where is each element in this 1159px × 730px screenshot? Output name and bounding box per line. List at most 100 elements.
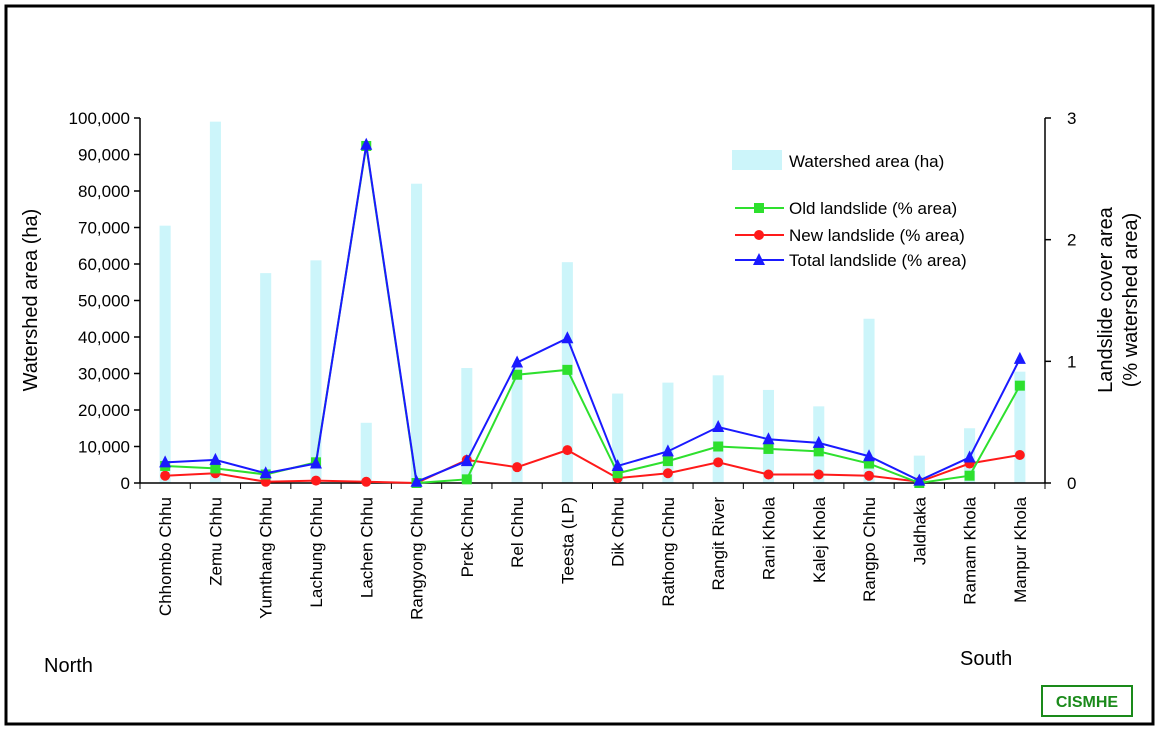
category-label-8: Teesta (LP) <box>558 497 577 584</box>
category-label-11: Rangit River <box>709 497 728 591</box>
series-1-marker-14 <box>864 470 875 481</box>
series-2-marker-12 <box>762 432 775 445</box>
series-0-marker-10 <box>662 456 673 467</box>
axes-layer: 0 10,000 20,000 30,000 40,000 50,000 60,000 70,… <box>69 109 1077 620</box>
category-label-10: Rathong Chhu <box>659 497 678 607</box>
series-2-marker-8 <box>561 331 574 344</box>
bar-17 <box>1014 371 1026 483</box>
series-1-marker-0 <box>160 470 171 481</box>
left-tick-label-7: 70,000 <box>78 219 130 238</box>
right-tick-label-2: 2 <box>1067 231 1076 250</box>
right-axis-title-line2: (% watershed area) <box>1120 213 1142 388</box>
left-axis-title: Watershed area (ha) <box>20 209 42 392</box>
legend-label-watershed: Watershed area (ha) <box>789 152 944 171</box>
bar-4 <box>360 422 372 483</box>
series-0-marker-12 <box>763 443 774 454</box>
left-tick-label-1: 10,000 <box>78 438 130 457</box>
bar-1 <box>209 121 221 484</box>
series-1-marker-12 <box>763 469 774 480</box>
series-2-marker-14 <box>863 449 876 462</box>
series-0-marker-11 <box>713 441 724 452</box>
category-label-14: Rangpo Chhu <box>860 497 879 602</box>
series-2-marker-11 <box>712 420 725 433</box>
series-1-marker-7 <box>512 462 523 473</box>
category-label-3: Lachung Chhu <box>307 497 326 608</box>
bar-9 <box>612 393 624 483</box>
category-label-1: Zemu Chhu <box>206 497 225 586</box>
category-label-4: Lachen Chhu <box>357 497 376 598</box>
left-tick-label-9: 90,000 <box>78 146 130 165</box>
series-0-marker-9 <box>612 468 623 479</box>
right-axis-title-line1: Landslide cover area <box>1095 206 1117 393</box>
series-1-marker-13 <box>813 469 824 480</box>
series-2-marker-1 <box>209 452 222 465</box>
left-tick-label-3: 30,000 <box>78 365 130 384</box>
category-label-2: Yumthang Chhu <box>257 497 276 619</box>
bar-15 <box>913 455 925 483</box>
category-label-17: Manpur Khola <box>1011 496 1030 602</box>
left-tick-label-8: 80,000 <box>78 182 130 201</box>
left-tick-label-0: 0 <box>121 474 130 493</box>
cismhe-badge: CISMHE <box>1041 685 1133 717</box>
series-0-marker-8 <box>562 364 573 375</box>
series-2-marker-9 <box>611 458 624 471</box>
series-2-marker-6 <box>460 454 473 467</box>
category-label-12: Rani Khola <box>759 496 778 580</box>
series-2-marker-2 <box>259 466 272 479</box>
right-tick-label-0: 0 <box>1067 474 1076 493</box>
series-line-0 <box>165 145 1021 485</box>
right-tick-label-3: 3 <box>1067 109 1076 128</box>
category-label-7: Rel Chhu <box>508 497 527 568</box>
series-0-marker-13 <box>813 446 824 457</box>
category-label-9: Dik Chhu <box>609 497 628 567</box>
lines-layer <box>159 137 1026 488</box>
north-label: North <box>44 655 93 677</box>
bar-7 <box>511 368 523 483</box>
series-2-marker-4 <box>360 137 373 150</box>
legend-marker-0 <box>754 203 764 213</box>
series-1-marker-8 <box>562 445 573 456</box>
legend-marker-2 <box>753 253 765 265</box>
bar-3 <box>310 260 322 483</box>
bar-10 <box>662 382 674 483</box>
left-tick-label-2: 20,000 <box>78 401 130 420</box>
category-label-16: Ramam Khola <box>961 496 980 604</box>
bar-2 <box>260 273 272 483</box>
series-2-marker-13 <box>812 435 825 448</box>
left-tick-label-10: 100,000 <box>69 109 130 128</box>
series-0-marker-17 <box>1014 380 1025 391</box>
legend-label-0: Old landslide (% area) <box>789 199 957 218</box>
category-label-6: Prek Chhu <box>458 497 477 577</box>
legend-label-2: Total landslide (% area) <box>789 251 967 270</box>
legend-marker-1 <box>754 230 764 240</box>
series-line-2 <box>165 144 1021 484</box>
series-0-marker-1 <box>210 463 221 474</box>
category-label-0: Chhombo Chhu <box>156 497 175 616</box>
bar-6 <box>461 368 473 483</box>
bar-14 <box>863 318 875 483</box>
series-2-marker-17 <box>1013 351 1026 364</box>
left-tick-label-6: 60,000 <box>78 255 130 274</box>
legend-swatch-watershed <box>732 150 782 170</box>
legend-label-1: New landslide (% area) <box>789 226 965 245</box>
series-1-marker-10 <box>662 468 673 479</box>
bar-0 <box>159 225 171 484</box>
south-label: South <box>960 648 1012 670</box>
series-1-marker-17 <box>1014 450 1025 461</box>
right-tick-label-1: 1 <box>1067 352 1076 371</box>
series-2-marker-10 <box>661 444 674 457</box>
series-0-marker-7 <box>512 369 523 380</box>
series-2-marker-7 <box>511 355 524 368</box>
left-tick-label-4: 40,000 <box>78 328 130 347</box>
series-0-marker-6 <box>461 474 472 485</box>
series-2-marker-15 <box>913 473 926 486</box>
series-2-marker-5 <box>410 474 423 487</box>
series-1-marker-3 <box>310 475 321 486</box>
bar-5 <box>410 183 423 483</box>
legend: Watershed area (ha) Old landslide (% area… <box>732 150 967 270</box>
series-line-1 <box>165 449 1021 485</box>
category-label-13: Kalej Khola <box>810 496 829 583</box>
series-2-marker-0 <box>159 455 172 468</box>
series-0-marker-16 <box>964 470 975 481</box>
